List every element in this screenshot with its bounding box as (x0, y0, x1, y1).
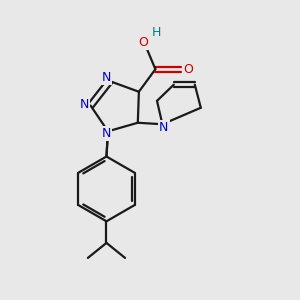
Text: O: O (183, 63, 193, 76)
Text: N: N (102, 71, 111, 84)
Text: N: N (102, 127, 111, 140)
Text: N: N (159, 121, 169, 134)
Text: O: O (138, 36, 148, 49)
Text: H: H (151, 26, 161, 38)
Text: N: N (80, 98, 89, 111)
